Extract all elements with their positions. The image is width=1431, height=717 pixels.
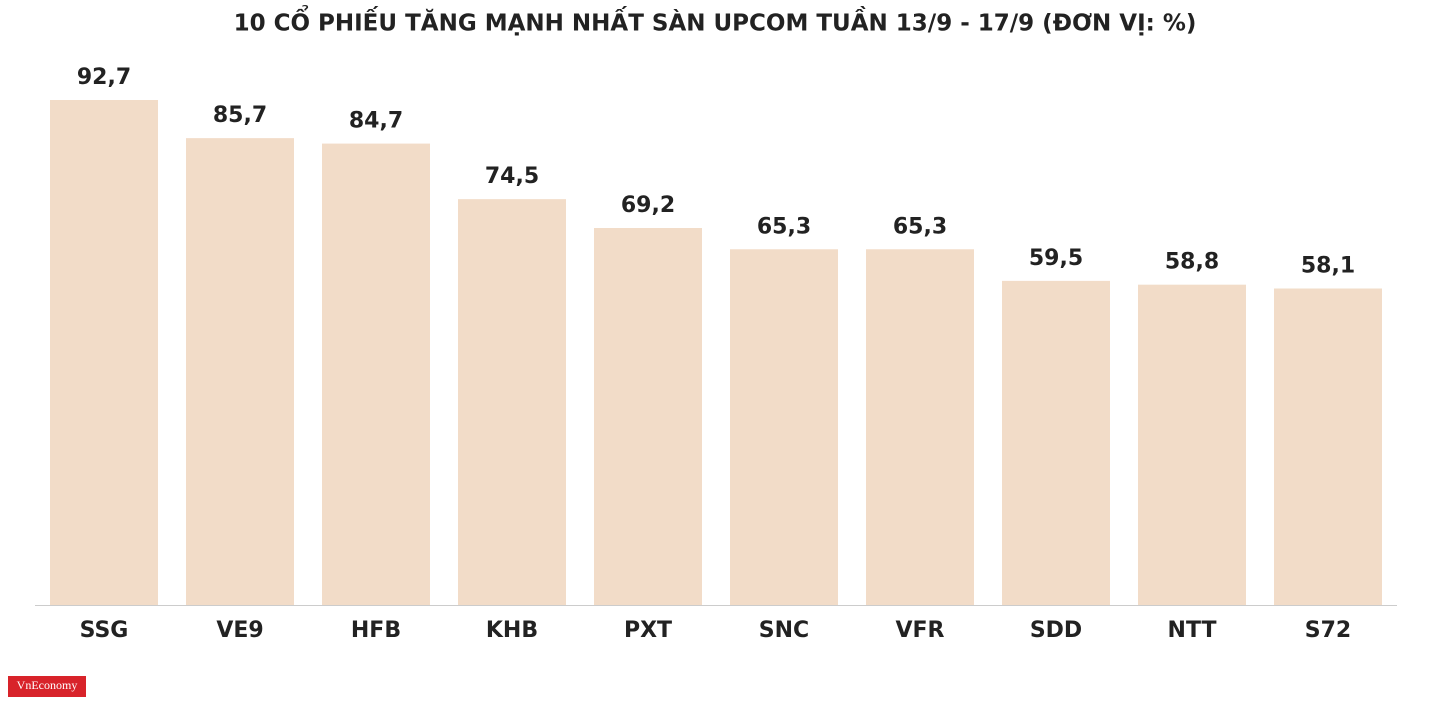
bar bbox=[50, 100, 158, 605]
chart-title: 10 CỔ PHIẾU TĂNG MẠNH NHẤT SÀN UPCOM TUẦ… bbox=[234, 5, 1197, 37]
x-tick-label: PXT bbox=[624, 618, 672, 643]
x-tick-label: SNC bbox=[759, 618, 809, 643]
x-tick-label: VE9 bbox=[216, 618, 263, 643]
bar bbox=[186, 138, 294, 605]
x-tick-label: NTT bbox=[1168, 618, 1217, 643]
bar bbox=[322, 143, 430, 605]
value-label: 65,3 bbox=[757, 214, 811, 239]
x-tick-label: SSG bbox=[80, 618, 129, 643]
bar bbox=[458, 199, 566, 606]
bar bbox=[866, 249, 974, 605]
x-tick-label: HFB bbox=[351, 618, 401, 643]
x-tick-label: VFR bbox=[896, 618, 945, 643]
logo: VnEconomy bbox=[17, 678, 78, 692]
x-tick-label: KHB bbox=[486, 618, 538, 643]
value-label: 58,8 bbox=[1165, 250, 1219, 275]
value-label: 74,5 bbox=[485, 164, 539, 189]
value-label: 59,5 bbox=[1029, 246, 1083, 271]
x-tick-label: S72 bbox=[1305, 618, 1351, 643]
x-tick-label: SDD bbox=[1030, 618, 1082, 643]
value-label: 69,2 bbox=[621, 193, 675, 218]
value-label: 92,7 bbox=[77, 65, 131, 90]
bar bbox=[730, 249, 838, 605]
bar bbox=[1138, 284, 1246, 605]
value-label: 58,1 bbox=[1301, 253, 1355, 278]
bar bbox=[1274, 288, 1382, 605]
value-label: 65,3 bbox=[893, 214, 947, 239]
bar bbox=[1002, 280, 1110, 605]
bar bbox=[594, 228, 702, 605]
logo-box bbox=[8, 676, 86, 697]
value-label: 84,7 bbox=[349, 109, 403, 134]
value-label: 85,7 bbox=[213, 103, 267, 128]
